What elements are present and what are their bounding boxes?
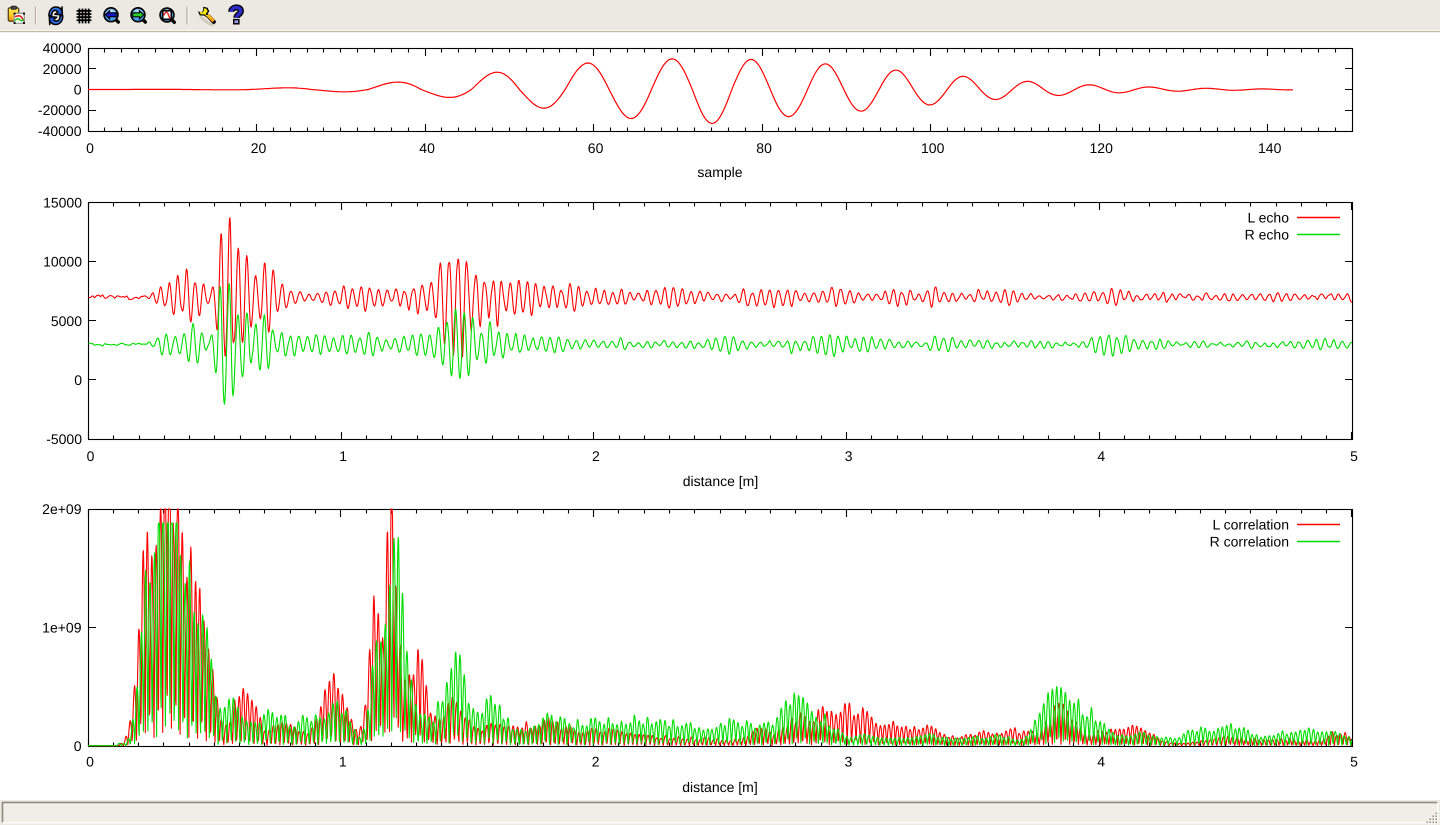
svg-text:5: 5: [1350, 754, 1358, 770]
svg-text:3: 3: [845, 754, 853, 770]
svg-text:L echo: L echo: [1247, 210, 1289, 226]
svg-text:-20000: -20000: [38, 102, 82, 118]
svg-text:2e+09: 2e+09: [42, 501, 82, 517]
svg-text:sample: sample: [697, 164, 742, 180]
svg-text:20000: 20000: [43, 61, 82, 77]
svg-text:0: 0: [74, 372, 82, 388]
svg-text:120: 120: [1090, 140, 1114, 156]
svg-text:2: 2: [592, 448, 600, 464]
svg-text:15000: 15000: [43, 195, 82, 211]
svg-text:-40000: -40000: [38, 123, 82, 139]
svg-text:40000: 40000: [43, 40, 82, 56]
svg-text:0: 0: [86, 140, 94, 156]
svg-text:3: 3: [845, 448, 853, 464]
svg-text:140: 140: [1258, 140, 1282, 156]
svg-text:0: 0: [87, 448, 95, 464]
svg-text:distance [m]: distance [m]: [682, 779, 757, 795]
svg-text:R correlation: R correlation: [1210, 534, 1289, 550]
svg-text:0: 0: [74, 82, 82, 98]
svg-text:0: 0: [74, 738, 82, 754]
svg-text:5: 5: [1350, 448, 1358, 464]
svg-text:-5000: -5000: [46, 431, 82, 447]
svg-text:4: 4: [1097, 754, 1105, 770]
svg-text:1: 1: [339, 754, 347, 770]
svg-text:L correlation: L correlation: [1212, 517, 1289, 533]
svg-text:2: 2: [592, 754, 600, 770]
svg-text:R echo: R echo: [1245, 227, 1290, 243]
svg-text:5000: 5000: [51, 313, 82, 329]
svg-text:80: 80: [756, 140, 772, 156]
svg-text:1: 1: [339, 448, 347, 464]
svg-text:0: 0: [86, 754, 94, 770]
svg-text:1e+09: 1e+09: [42, 620, 82, 636]
svg-text:distance [m]: distance [m]: [683, 473, 758, 489]
svg-text:100: 100: [921, 140, 945, 156]
svg-text:40: 40: [419, 140, 435, 156]
svg-text:10000: 10000: [43, 254, 82, 270]
svg-text:20: 20: [251, 140, 267, 156]
svg-text:4: 4: [1097, 448, 1105, 464]
svg-text:60: 60: [588, 140, 604, 156]
